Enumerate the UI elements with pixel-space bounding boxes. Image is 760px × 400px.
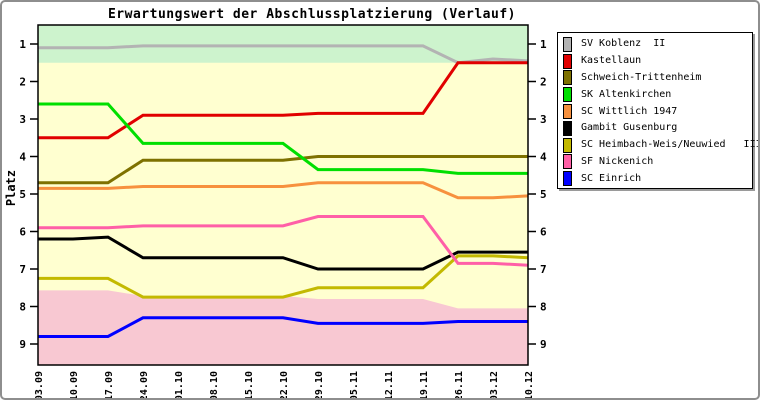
y-tick-label-right: 8 xyxy=(540,301,547,314)
series-line-sc-wittlich-1947 xyxy=(38,181,529,200)
series-line-sc-einrich xyxy=(38,316,528,338)
y-tick-label-right: 5 xyxy=(540,188,547,201)
x-tick-label: 24.09 xyxy=(139,371,150,398)
legend-swatch xyxy=(563,87,572,103)
x-tick-label: 01.10 xyxy=(174,371,185,398)
x-tick-label: 22.10 xyxy=(279,371,290,398)
legend-label: SC Einrich xyxy=(581,172,642,184)
x-tick-label: 17.09 xyxy=(104,371,115,398)
y-tick-label-left: 5 xyxy=(19,188,26,201)
x-tick-label: 26.11 xyxy=(454,371,465,398)
plot-frame xyxy=(37,24,529,366)
y-tick-label-left: 8 xyxy=(19,301,26,314)
legend-label: SC Heimbach-Weis/Neuwied III xyxy=(581,139,760,151)
x-tick-label: 19.11 xyxy=(419,371,430,398)
legend-item: Gambit Gusenburg xyxy=(558,120,752,137)
band-promotion-zone xyxy=(38,25,528,63)
y-tick-label-left: 1 xyxy=(19,38,26,51)
x-tick-label: 10.09 xyxy=(69,371,80,398)
y-tick-label-right: 4 xyxy=(540,151,547,164)
x-tick-label: 08.10 xyxy=(209,371,220,398)
band-relegation-zone xyxy=(38,290,528,365)
x-tick-label: 10.12 xyxy=(524,371,535,398)
x-tick-label: 15.10 xyxy=(244,371,255,398)
legend-label: SC Wittlich 1947 xyxy=(581,105,678,117)
series-line-gambit-gusenburg xyxy=(38,235,528,271)
legend-item: SC Heimbach-Weis/Neuwied III xyxy=(558,137,758,154)
y-tick-label-right: 7 xyxy=(540,263,547,276)
legend-swatch xyxy=(563,171,572,187)
legend-item: SC Wittlich 1947 xyxy=(558,103,752,120)
legend-item: SC Einrich xyxy=(558,170,752,187)
legend-swatch xyxy=(563,154,572,170)
y-tick-label-left: 9 xyxy=(19,338,26,351)
legend-label: Schweich-Trittenheim xyxy=(581,71,702,83)
legend-label: SF Nickenich xyxy=(581,155,654,167)
legend-swatch xyxy=(563,137,572,153)
y-tick-label-left: 7 xyxy=(19,263,26,276)
series-line-sf-nickenich xyxy=(38,215,529,267)
legend-swatch xyxy=(563,53,572,69)
y-tick-label-right: 1 xyxy=(540,38,547,51)
series-line-schweich-trittenheim xyxy=(38,155,528,185)
series-line-sv-koblenz-ii xyxy=(38,44,529,65)
legend-label: SK Altenkirchen xyxy=(581,88,672,100)
series-line-sk-altenkirchen xyxy=(38,102,528,175)
legend-label: Kastellaun xyxy=(581,55,642,67)
legend-box: SV Koblenz II Kastellaun Schweich-Trittenh… xyxy=(557,32,758,189)
legend-swatch xyxy=(563,36,572,52)
chart-title: Erwartungswert der Abschlussplatzierung … xyxy=(107,7,516,22)
y-tick-label-right: 3 xyxy=(540,113,547,126)
legend-swatch xyxy=(563,120,572,136)
x-tick-label: 03.12 xyxy=(489,371,500,398)
y-tick-label-right: 2 xyxy=(540,76,547,89)
legend-label: SV Koblenz II xyxy=(581,38,666,50)
y-tick-label-left: 3 xyxy=(19,113,26,126)
series-line-sc-heimbach-weis-neuwied-iii xyxy=(38,254,529,299)
series-line-kastellaun xyxy=(38,61,528,140)
x-tick-label: 05.11 xyxy=(349,371,360,398)
legend-label: Gambit Gusenburg xyxy=(581,122,678,134)
y-tick-label-right: 9 xyxy=(540,338,547,351)
legend-item: Schweich-Trittenheim xyxy=(558,70,752,87)
legend-swatch xyxy=(563,70,572,86)
legend-item: SV Koblenz II xyxy=(558,36,752,53)
y-tick-label-right: 6 xyxy=(540,226,547,239)
legend-swatch xyxy=(563,104,572,120)
x-tick-label: 12.11 xyxy=(384,371,395,398)
legend-item: Kastellaun xyxy=(558,53,752,70)
legend-item: SK Altenkirchen xyxy=(558,86,752,103)
x-tick-label: 29.10 xyxy=(314,371,325,398)
y-tick-label-left: 6 xyxy=(19,226,26,239)
legend-item: SF Nickenich xyxy=(558,154,752,171)
y-tick-label-left: 4 xyxy=(19,151,26,164)
y-tick-label-left: 2 xyxy=(19,76,26,89)
x-tick-label: 03.09 xyxy=(34,371,45,398)
y-axis-title: Platz xyxy=(4,170,18,207)
